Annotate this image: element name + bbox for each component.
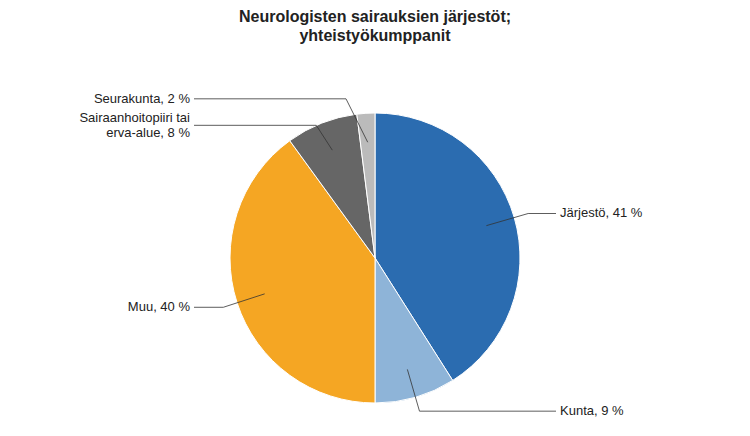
leader-line — [194, 99, 368, 142]
chart: Neurologisten sairauksien järjestöt;yhte… — [0, 0, 750, 436]
pie: Järjestö, 41 % Kunta, 9 % Muu, 40 % Sairaan… — [79, 91, 642, 418]
leader-line — [486, 214, 556, 226]
slice-label: Sairaanhoitopiiri taierva-alue, 8 % — [79, 110, 190, 140]
slice-label: Kunta, 9 % — [560, 403, 624, 418]
title: Neurologisten sairauksien järjestöt;yhte… — [239, 8, 511, 44]
leader-line — [407, 369, 556, 411]
leader-line — [194, 125, 332, 150]
slice — [375, 258, 453, 403]
slice-label: Seurakunta, 2 % — [94, 91, 191, 106]
slice — [357, 113, 375, 258]
slice-label: Muu, 40 % — [128, 299, 191, 314]
slice-label: Järjestö, 41 % — [560, 205, 643, 220]
leader-line — [194, 294, 265, 307]
